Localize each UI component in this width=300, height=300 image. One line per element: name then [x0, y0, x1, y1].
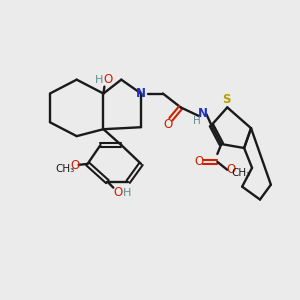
Text: O: O: [194, 155, 203, 168]
Text: O: O: [70, 159, 79, 172]
Text: O: O: [163, 118, 172, 131]
Text: H: H: [193, 116, 200, 126]
Text: CH₃: CH₃: [232, 168, 251, 178]
Text: H: H: [95, 75, 104, 85]
Text: N: N: [197, 107, 208, 120]
Text: O: O: [104, 73, 113, 86]
Text: O: O: [114, 186, 123, 199]
Text: H: H: [123, 188, 131, 198]
Text: CH₃: CH₃: [55, 164, 74, 174]
Text: O: O: [226, 163, 236, 176]
Text: N: N: [136, 87, 146, 100]
Text: S: S: [222, 93, 230, 106]
